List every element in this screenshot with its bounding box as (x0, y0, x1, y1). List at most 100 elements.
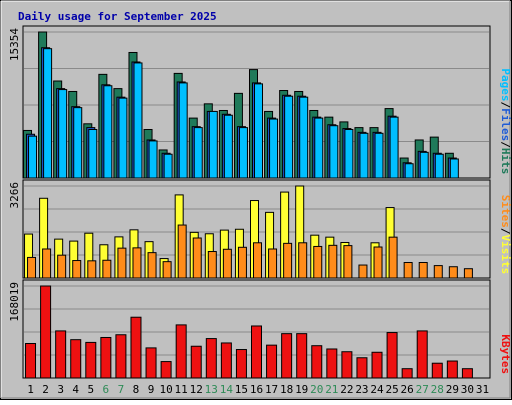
kbytes-panel-bar-kbytes (145, 347, 157, 379)
kbytes-panel-bar-kbytes (356, 357, 368, 379)
kbytes-panel-bar-kbytes (205, 338, 217, 379)
visits-panel-bar-sites (42, 248, 52, 279)
kbytes-panel-bar-kbytes (371, 351, 383, 379)
x-tick-label: 21 (325, 383, 338, 396)
x-tick-label: 23 (355, 383, 368, 396)
visits-panel-ymax-label: 3266 (8, 182, 21, 209)
kbytes-panel-bar-kbytes (175, 324, 187, 379)
hits-panel-bar-pages (73, 107, 83, 179)
hits-panel-legend-item: Files (499, 108, 512, 141)
visits-panel-bar-sites (268, 248, 278, 279)
hits-panel-bar-pages (193, 127, 203, 179)
x-tick-label: 2 (42, 383, 49, 396)
x-tick-label: 26 (401, 383, 414, 396)
kbytes-panel-bar-kbytes (25, 343, 37, 379)
kbytes-panel-bar-kbytes (100, 336, 112, 379)
visits-panel-bar-sites (298, 242, 308, 279)
x-tick-label: 1 (27, 383, 34, 396)
hits-panel-series-pages (28, 48, 459, 179)
visits-panel-bar-sites (162, 261, 172, 279)
hits-panel-bar-pages (43, 48, 53, 179)
hits-panel-bar-pages (329, 125, 339, 179)
kbytes-panel-ymax-label: 168019 (8, 282, 21, 322)
hits-panel-bar-pages (58, 89, 68, 179)
kbytes-panel-bar-kbytes (130, 316, 142, 379)
visits-panel-series-sites (27, 224, 473, 279)
x-tick-label: 3 (57, 383, 64, 396)
x-tick-label: 18 (280, 383, 293, 396)
hits-panel: 15354 Pages/Files/Hits (8, 25, 512, 179)
hits-panel-bar-pages (178, 82, 188, 179)
kbytes-panel-bar-kbytes (281, 333, 293, 379)
kbytes-panel-bar-kbytes (40, 285, 52, 379)
kbytes-panel-bar-kbytes (311, 345, 323, 379)
visits-panel-bar-sites (192, 237, 202, 279)
hits-panel-bar-pages (148, 140, 158, 179)
x-tick-label: 28 (431, 383, 444, 396)
visits-panel-bar-sites (328, 244, 338, 279)
visits-panel-bar-sites (433, 265, 443, 279)
hits-panel-bar-pages (254, 83, 263, 179)
hits-panel-bar-pages (118, 97, 128, 179)
hits-panel-legend-item: / (499, 141, 512, 148)
kbytes-panel-bar-kbytes (461, 368, 473, 379)
hits-panel-ymax-label: 15354 (8, 28, 21, 61)
visits-panel-bar-sites (27, 256, 37, 279)
visits-panel-bar-sites (102, 259, 112, 279)
visits-panel-bar-sites (448, 266, 458, 279)
kbytes-panel-legend-item: KBytes (499, 334, 512, 374)
kbytes-panel-bar-kbytes (266, 344, 278, 379)
visits-panel-bar-sites (57, 254, 67, 279)
x-tick-label: 17 (265, 383, 278, 396)
hits-panel-bar-pages (344, 129, 354, 179)
kbytes-panel-bar-kbytes (341, 351, 353, 379)
visits-panel-legend-item: Sites (499, 195, 512, 228)
visits-panel-bar-sites (343, 245, 353, 279)
x-tick-label: 16 (250, 383, 263, 396)
visits-panel-bar-sites (388, 236, 398, 279)
visits-panel-bar-sites (177, 224, 187, 279)
kbytes-panel-bar-kbytes (235, 349, 247, 379)
visits-panel-bar-sites (283, 242, 293, 279)
x-tick-label: 25 (385, 383, 398, 396)
hits-panel-bar-pages (449, 158, 459, 179)
hits-panel-bar-pages (359, 132, 369, 179)
x-tick-label: 6 (103, 383, 110, 396)
visits-panel-bar-sites (87, 260, 97, 279)
hits-panel-bar-pages (374, 132, 384, 179)
visits-panel-legend: Sites/Visits (499, 195, 512, 274)
kbytes-panel-series-kbytes (25, 285, 473, 379)
kbytes-panel: 168019 KBytes (8, 279, 512, 379)
hits-panel-legend: Pages/Files/Hits (499, 68, 512, 174)
visits-panel-legend-item: / (499, 228, 512, 235)
visits-panel-bar-sites (403, 262, 413, 279)
chart-title: Daily usage for September 2025 (18, 10, 217, 23)
x-tick-label: 10 (159, 383, 172, 396)
x-tick-label: 20 (310, 383, 323, 396)
kbytes-panel-bar-kbytes (386, 332, 398, 379)
visits-panel-bar-sites (373, 246, 383, 279)
hits-panel-legend-item: / (499, 102, 512, 109)
visits-panel-bar-sites (132, 247, 142, 279)
hits-panel-bar-pages (419, 151, 429, 179)
visits-panel-bar-sites (253, 242, 262, 279)
visits-panel-bar-sites (237, 246, 247, 279)
visits-panel-bar-sites (147, 252, 157, 279)
x-tick-label: 11 (175, 383, 188, 396)
kbytes-panel-bar-kbytes (55, 330, 67, 379)
visits-panel-bar-sites (72, 260, 82, 279)
kbytes-panel-bar-kbytes (115, 334, 127, 379)
visits-panel-legend-item: Visits (499, 235, 512, 275)
hits-panel-bar-pages (314, 117, 324, 179)
x-tick-label: 31 (476, 383, 489, 396)
hits-panel-legend-item: Hits (499, 148, 512, 175)
hits-panel-bar-pages (163, 153, 173, 179)
hits-panel-bar-pages (284, 95, 294, 179)
kbytes-panel-bar-kbytes (160, 361, 172, 379)
x-tick-label: 19 (295, 383, 308, 396)
visits-panel-bar-sites (117, 247, 127, 279)
visits-panel-bar-sites (207, 251, 217, 279)
hits-panel-bar-pages (238, 127, 248, 179)
visits-panel-bar-sites (418, 262, 428, 279)
